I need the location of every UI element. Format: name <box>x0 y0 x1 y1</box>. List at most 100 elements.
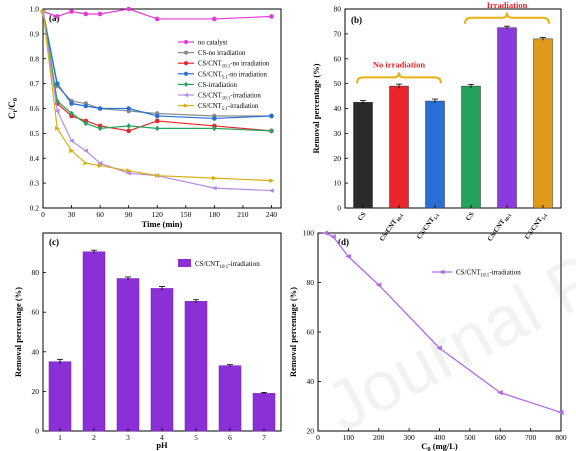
panel-d-data-point <box>375 282 382 288</box>
panel-d-data-point <box>322 230 329 236</box>
panel-b-ytick-label: 20 <box>334 154 342 163</box>
panel-c-ytick-label: 40 <box>32 347 40 356</box>
panel-a-ytick-label: 0.2 <box>30 204 40 213</box>
panel-a-data-point <box>69 9 74 14</box>
panel-a-data-point <box>83 120 89 127</box>
panel-a-data-point <box>269 128 274 134</box>
panel-a-data-point <box>154 118 160 124</box>
panel-c-legend-swatch <box>178 259 191 267</box>
panel-a-legend-entry: no catalyst <box>198 40 227 47</box>
panel-a-ytick-label: 0.6 <box>30 104 40 113</box>
panel-c-bar <box>184 301 208 432</box>
panel-a-xtick-label: 0 <box>41 210 45 219</box>
panel-a-data-point <box>154 113 160 119</box>
panel-d-ytick-label: 40 <box>307 377 315 386</box>
panel-a-xlabel: Time (min) <box>142 219 183 229</box>
panel-d-series <box>322 230 564 416</box>
panel-a-xtick-label: 210 <box>237 210 249 219</box>
panel-a-ytick-label: 1.0 <box>30 5 40 14</box>
panel-a-data-point <box>126 128 131 134</box>
panel-a-ytick-label: 0.9 <box>30 29 40 38</box>
panel-a-xtick-label: 120 <box>152 210 164 219</box>
panel-c-ytick-label: 80 <box>32 268 40 277</box>
panel-b-category-label: CS/CNT5:1 <box>524 211 550 242</box>
panel-c-ytick-label: 60 <box>32 308 40 317</box>
panel-d-data-point <box>497 390 503 396</box>
panel-a-data-point <box>269 113 274 119</box>
panel-a-data-point <box>40 9 46 14</box>
panel-a-legend-entry: CS-no irradiation <box>198 50 246 57</box>
panel-a-data-point <box>69 101 74 106</box>
panel-b-bar <box>533 38 553 209</box>
panel-c-xtick-label: 6 <box>228 433 232 442</box>
panel-a-data-point <box>212 16 217 22</box>
panel-a-legend-marker <box>183 71 189 76</box>
panel-d-xtick-label: 200 <box>373 433 385 442</box>
panel-d-data-point <box>345 253 351 260</box>
panel-c-xtick-label: 1 <box>58 433 62 442</box>
panel-d-data-point <box>330 234 336 240</box>
panel-d-xtick-label: 0 <box>316 433 320 442</box>
panel-a-xtick-label: 90 <box>125 210 133 219</box>
panel-a-ytick-label: 0.7 <box>30 79 40 88</box>
panel-d-xtick-label: 300 <box>404 433 416 442</box>
panel-a-data-point <box>268 188 274 193</box>
panel-a-legend-entry: CS/CNT5:1-no irradiation <box>198 71 268 80</box>
panel-c-bar <box>150 288 174 432</box>
panel-c-xtick-label: 2 <box>92 433 96 442</box>
panel-b-category-label: CS/CNT10:1 <box>487 211 514 244</box>
panel-a-data-point <box>212 125 217 132</box>
panel-b-ytick-label: 50 <box>334 79 342 88</box>
panel-a-ytick-label: 0.4 <box>30 154 40 163</box>
panel-c-bar <box>252 393 276 432</box>
panel-d-xtick-label: 700 <box>525 433 537 442</box>
panel-c-xlabel: pH <box>156 440 168 450</box>
panel-a-xtick-label: 30 <box>68 210 76 219</box>
panel-d-xtick-label: 400 <box>434 433 446 442</box>
panel-b-brace-irradiation <box>464 12 550 24</box>
panel-b-bar <box>461 85 481 209</box>
panel-a-xtick-label: 180 <box>209 210 221 219</box>
panel-a-xtick-label: 240 <box>266 210 278 219</box>
panel-d-xlabel: C0 (mg/L) <box>421 441 458 451</box>
panel-a-data-point <box>54 81 60 86</box>
panel-b-annotation: Irradiation <box>487 0 528 10</box>
panel-a-data-point <box>97 125 103 132</box>
panel-d-ytick-label: 100 <box>303 229 315 238</box>
panel-d-legend-entry: CS/CNT10:1-irradiation <box>456 269 521 279</box>
panel-a-series-line <box>42 11 272 192</box>
panel-a-data-point <box>212 116 217 121</box>
panel-c-xtick-label: 3 <box>126 433 130 442</box>
panel-a-data-point <box>54 14 60 19</box>
panel-a-data-point <box>154 16 160 22</box>
panel-a-data-point <box>97 106 103 111</box>
panel-a-data-point <box>154 173 161 178</box>
panel-d-data-point <box>557 409 564 416</box>
panel-a-data-point <box>83 148 89 154</box>
panel-a-data-point <box>97 163 103 169</box>
panel-d-ytick-label: 80 <box>307 278 315 287</box>
panel-b-category-label: CS/CNT5:1 <box>416 211 442 242</box>
panel-a-data-point <box>126 6 131 12</box>
panel-b-ylabel: Removal percentage (%) <box>311 63 321 153</box>
panel-c-xtick-label: 4 <box>160 433 164 442</box>
panel-c-ytick-label: 0 <box>35 427 39 436</box>
panel-a-data-point <box>126 123 131 129</box>
panel-d-ylabel: Removal percentage (%) <box>288 287 298 377</box>
panel-b-label: (b) <box>351 15 362 25</box>
panel-b-frame <box>344 8 562 209</box>
panel-a-data-point <box>83 103 89 109</box>
panel-c-bar <box>82 251 106 432</box>
panel-c-label: (c) <box>49 237 59 247</box>
panel-a-data-point <box>154 125 160 132</box>
panel-b-ytick-label: 70 <box>334 29 342 38</box>
panel-a-data-point <box>211 185 217 191</box>
panel-b-category-label: CS <box>357 211 368 222</box>
panel-a-data-point <box>54 126 61 131</box>
panel-a-legend-entry: CS/CNT10:1-irradiation <box>198 93 261 102</box>
panel-a-legend-marker <box>183 50 189 55</box>
panel-a-legend-marker <box>183 103 189 108</box>
panel-a-data-point <box>269 14 274 19</box>
panel-a-legend-entry: CS-irradiation <box>198 82 237 89</box>
